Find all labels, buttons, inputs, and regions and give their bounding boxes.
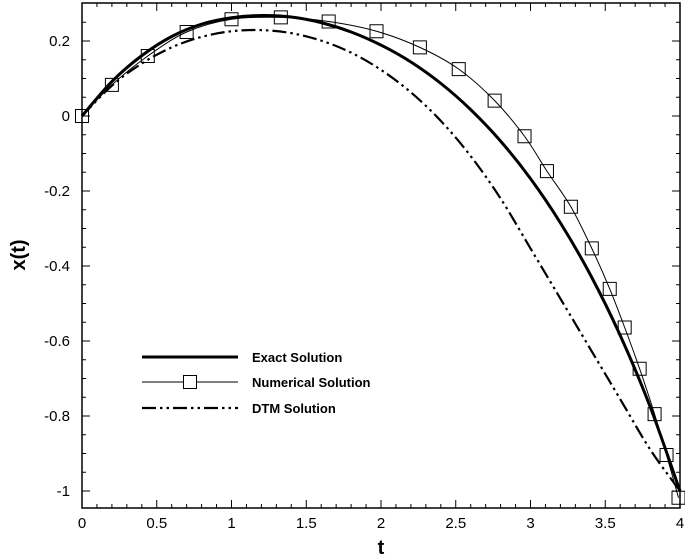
data-point-marker [179, 25, 194, 39]
y-tick-label: -0.4 [44, 258, 70, 275]
data-point-marker [75, 109, 89, 123]
data-point-marker [563, 199, 578, 214]
x-tick-label: 4 [676, 515, 684, 532]
data-point-marker [602, 281, 617, 296]
x-tick-label: 1.5 [296, 515, 317, 532]
y-tick-label: -0.6 [44, 333, 70, 350]
data-point-marker [321, 14, 336, 29]
y-tick-label: -0.2 [44, 183, 70, 200]
data-point-marker [539, 164, 554, 179]
data-point-marker [671, 490, 685, 505]
legend-label-2: DTM Solution [252, 401, 336, 416]
x-tick-label: 0 [78, 515, 86, 532]
y-tick-label: 0.2 [49, 33, 70, 50]
data-point-marker [224, 12, 239, 27]
x-tick-label: 3.5 [595, 515, 616, 532]
series-line-1 [81, 16, 679, 498]
data-point-marker [647, 407, 662, 422]
x-axis-title: t [378, 537, 385, 559]
x-tick-label: 2 [377, 515, 385, 532]
data-point-marker [617, 320, 632, 335]
series-line-0 [80, 13, 682, 492]
legend: Exact Solution Numerical Solution DTM Solu… [142, 350, 371, 416]
x-tick-label: 1 [227, 515, 235, 532]
data-point-marker [517, 129, 532, 144]
y-axis-title: x(t) [8, 239, 30, 270]
legend-label-0: Exact Solution [252, 350, 342, 365]
y-tick-label: -0.8 [44, 408, 70, 425]
x-tick-label: 2.5 [445, 515, 466, 532]
data-point-marker [632, 361, 647, 376]
legend-marker [183, 375, 197, 389]
data-point-marker [451, 62, 466, 77]
series-group [75, 10, 685, 505]
data-point-marker [584, 241, 599, 256]
x-tick-label: 3 [526, 515, 534, 532]
ticks [81, 3, 681, 508]
data-point-marker [369, 24, 384, 39]
series-line-2 [81, 28, 681, 492]
data-point-marker [659, 448, 674, 462]
y-tick-label: 0 [62, 108, 70, 125]
data-point-marker [273, 10, 288, 25]
tick-labels: 0 0.5 1 1.5 2 2.5 3 3.5 4 0.2 0 -0.2 -0.4 -0.6 -0.8 -1 [44, 33, 684, 532]
data-point-marker [487, 93, 502, 108]
plot-frame [81, 2, 681, 509]
x-tick-label: 0.5 [146, 515, 167, 532]
y-tick-label: -1 [57, 483, 70, 500]
legend-label-1: Numerical Solution [252, 375, 371, 390]
data-point-marker [104, 77, 119, 92]
data-point-marker [412, 40, 427, 55]
